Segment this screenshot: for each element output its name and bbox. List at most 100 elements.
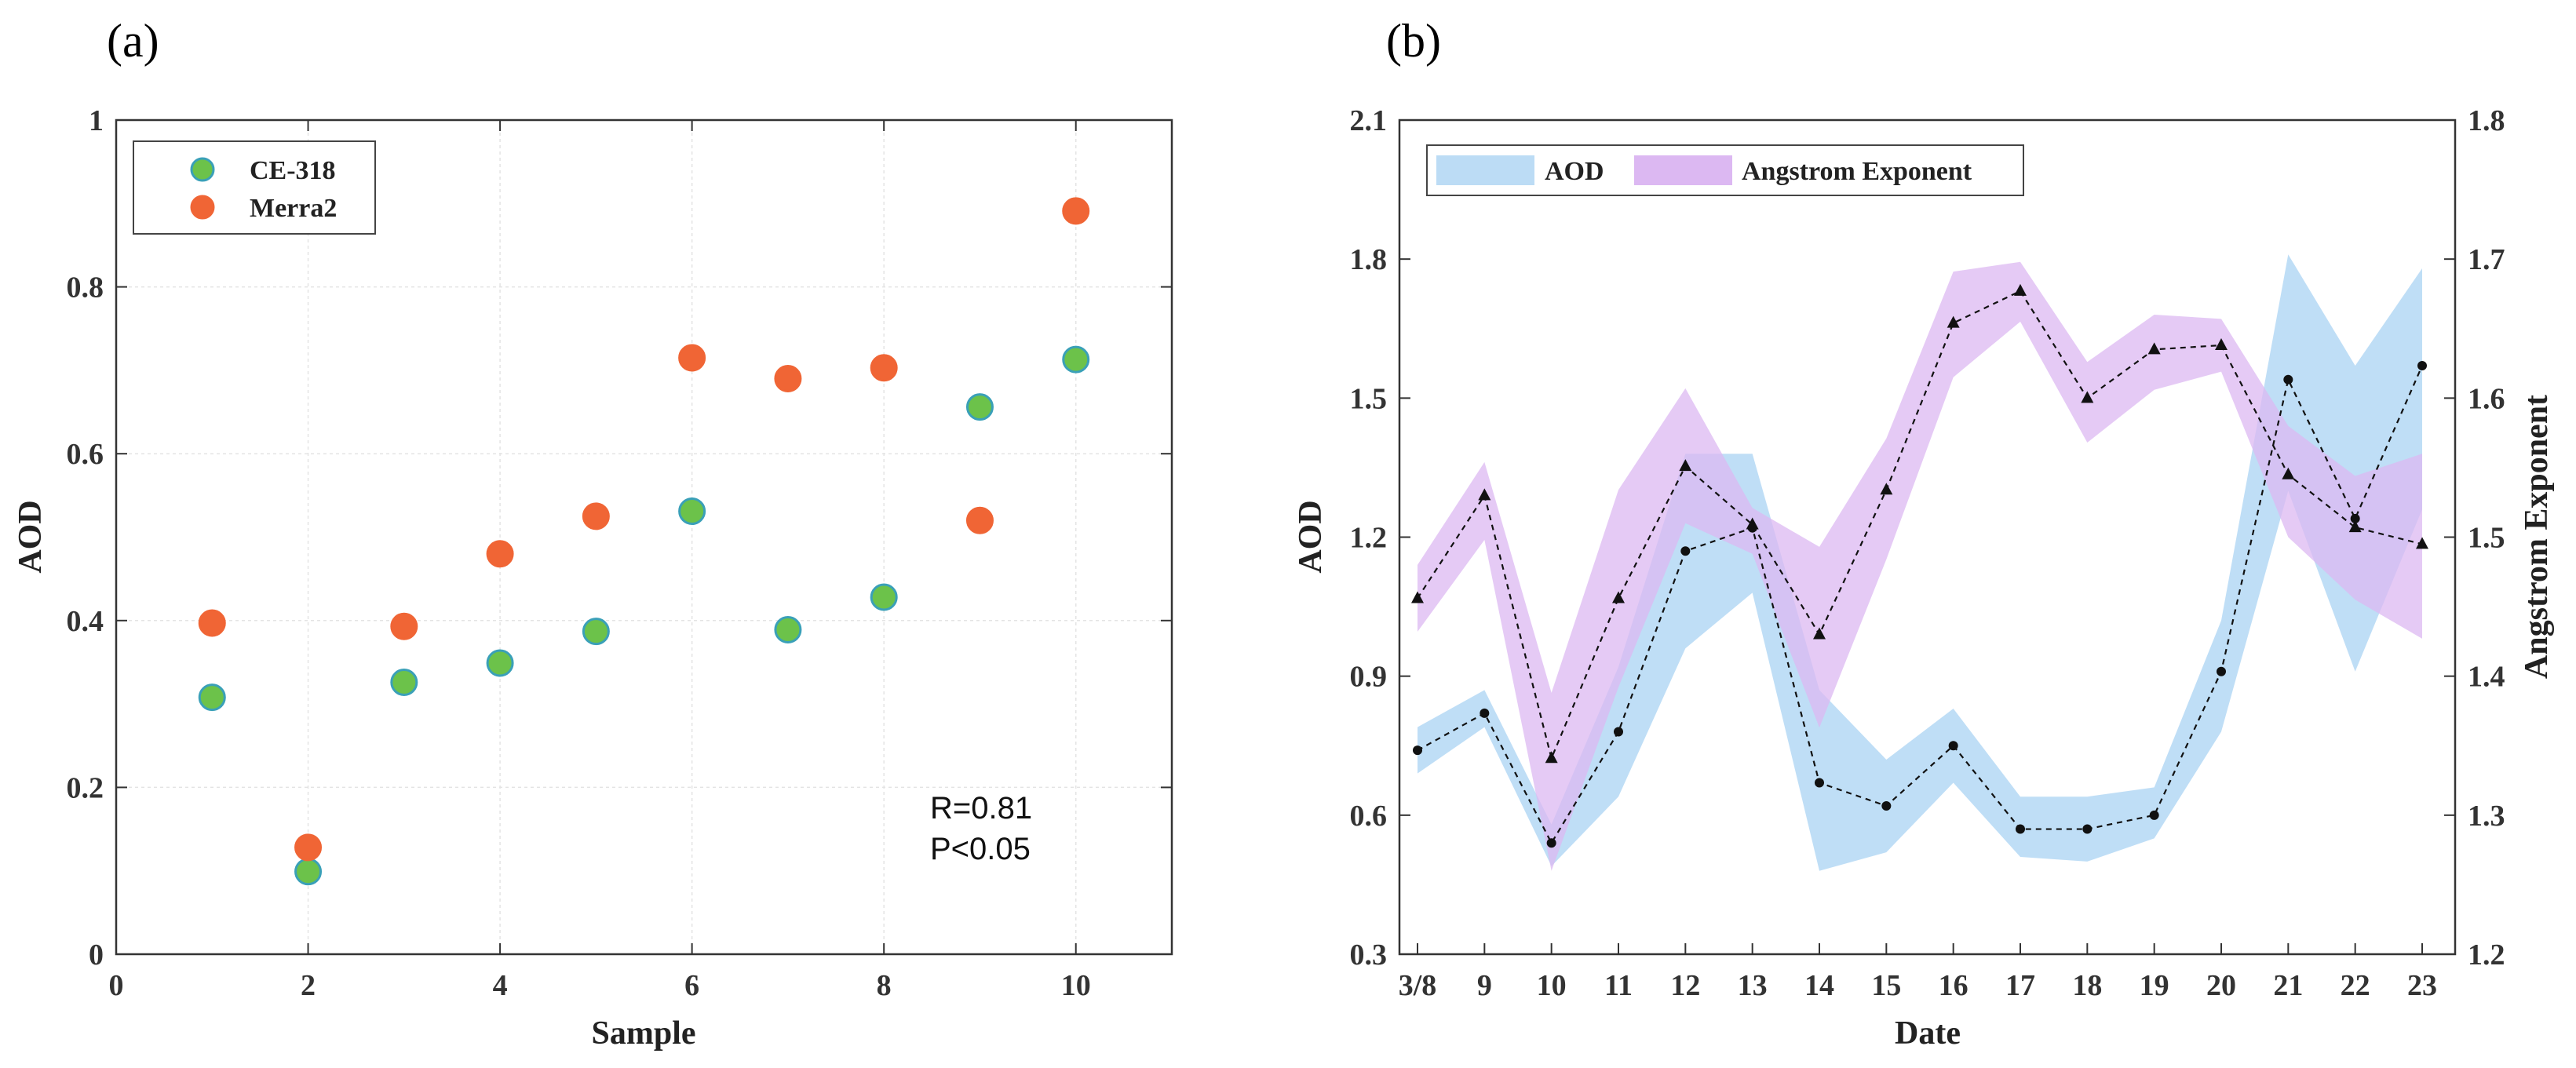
merra2-point [678,344,706,372]
aod-point [1881,801,1892,811]
legend-ce318-marker [190,157,215,182]
y-tick-label: 1.2 [1350,522,1388,555]
aod-range-band [1418,254,2422,871]
aod-point [1480,708,1490,718]
aod-point [2082,824,2093,834]
ae-point [2416,537,2428,549]
panel-b-timeseries: (b) 3/8 9 10 11 12 13 14 15 16 17 18 19 20 21 22 23 0.3 0… [1293,15,2555,1052]
y2-tick-label: 1.2 [2468,939,2505,971]
legend-aod-label: AOD [1545,157,1604,186]
merra2-point [390,612,418,640]
panel-b-ylabel: AOD [1293,500,1329,573]
y-tick-label: 1.5 [1350,382,1388,415]
ae-point [1947,315,1960,328]
x-tick-label: 15 [1871,969,1901,1002]
panel-a-markers [198,197,1090,886]
x-tick-label: 4 [493,969,508,1002]
aod-line [1417,365,2424,845]
x-tick-label: 3/8 [1399,969,1437,1002]
ae-range-band [1418,261,2422,871]
x-tick-label: 0 [109,969,124,1002]
ce318-point [390,668,418,696]
merra2-point [582,502,610,530]
aod-point [2283,374,2293,385]
ae-point [1679,459,1692,472]
x-tick-label: 9 [1477,969,1492,1002]
panel-a-grid [116,120,1172,954]
y2-tick-label: 1.6 [2468,382,2505,415]
panel-b-label: (b) [1386,15,1441,67]
ae-point [2282,467,2295,479]
panel-a-ticks: 0 2 4 6 8 10 0 0.2 0.4 0.6 0.8 1 [67,104,1172,1002]
y-tick-label: 0.3 [1350,939,1388,971]
panel-b-y2label: Angstrom Exponent [2519,395,2555,679]
ce318-point [294,858,323,886]
x-tick-label: 6 [684,969,699,1002]
ae-point [2215,338,2228,351]
y2-tick-label: 1.4 [2468,661,2505,694]
x-tick-label: 14 [1804,969,1834,1002]
y-tick-label: 0.6 [1350,800,1388,833]
panel-a-scatter: (a) 0 2 4 6 8 10 0 0.2 0.4 0.6 0.8 1 Sample AOD CE-… [13,15,1173,1052]
merra2-point [198,609,226,637]
ae-point [1545,751,1558,764]
y-tick-label: 0.6 [67,438,104,471]
y2-tick-label: 1.3 [2468,800,2505,833]
legend-aod-swatch [1436,155,1534,185]
aod-point [2350,513,2360,523]
x-tick-label: 21 [2273,969,2303,1002]
x-tick-label: 22 [2341,969,2370,1002]
ae-point [1612,591,1625,603]
x-tick-label: 2 [301,969,316,1002]
ce318-point [965,393,994,421]
ce318-point [870,583,898,611]
legend-ae-swatch [1634,155,1732,185]
annotation-p: P<0.05 [930,832,1031,866]
ae-point [1411,591,1424,603]
panel-b-ticks: 3/8 9 10 11 12 13 14 15 16 17 18 19 20 21 22 23 0.3 0.6 0.… [1350,104,2505,1002]
panel-a-label: (a) [107,15,159,67]
y-tick-label: 0.9 [1350,661,1388,694]
aod-point [2417,360,2427,370]
aod-point [1680,546,1691,556]
merra2-point [1062,197,1090,225]
y-tick-label: 1 [89,104,104,137]
y2-tick-label: 1.7 [2468,243,2505,276]
ae-point [2014,283,2027,296]
panel-b-lines [1417,290,2424,845]
merra2-point [870,354,898,382]
ce318-point [1062,345,1090,374]
panel-a-plot-frame [115,118,1173,956]
ce318-point [582,618,610,646]
x-tick-label: 20 [2206,969,2236,1002]
panel-b-legend: AOD Angstrom Exponent [1426,144,2024,196]
x-tick-label: 23 [2407,969,2437,1002]
y-tick-label: 0 [89,939,104,971]
ae-point [1478,488,1491,501]
legend-ce318-label: CE-318 [250,156,336,185]
merra2-point [486,540,514,568]
aod-point [1948,741,1958,751]
legend-merra2-marker [190,195,215,220]
ce318-point [774,615,802,643]
y-tick-label: 0.2 [67,771,104,804]
x-tick-label: 10 [1061,969,1091,1002]
merra2-point [294,833,323,862]
x-tick-label: 19 [2140,969,2169,1002]
aod-point [1815,778,1824,788]
ce318-point [198,683,226,712]
x-tick-label: 13 [1738,969,1768,1002]
ae-point [2348,520,2362,533]
aod-point [2149,810,2159,820]
ae-point [2147,342,2161,355]
x-tick-label: 18 [2072,969,2102,1002]
ae-point [1880,483,1893,495]
annotation-r: R=0.81 [930,791,1032,826]
y2-tick-label: 1.5 [2468,522,2505,555]
panel-b-xlabel: Date [1895,1015,1961,1052]
ce318-point [678,498,706,526]
aod-point [1413,745,1422,756]
y2-tick-label: 1.8 [2468,104,2505,137]
ae-point [2081,391,2094,403]
aod-point [2016,824,2025,834]
